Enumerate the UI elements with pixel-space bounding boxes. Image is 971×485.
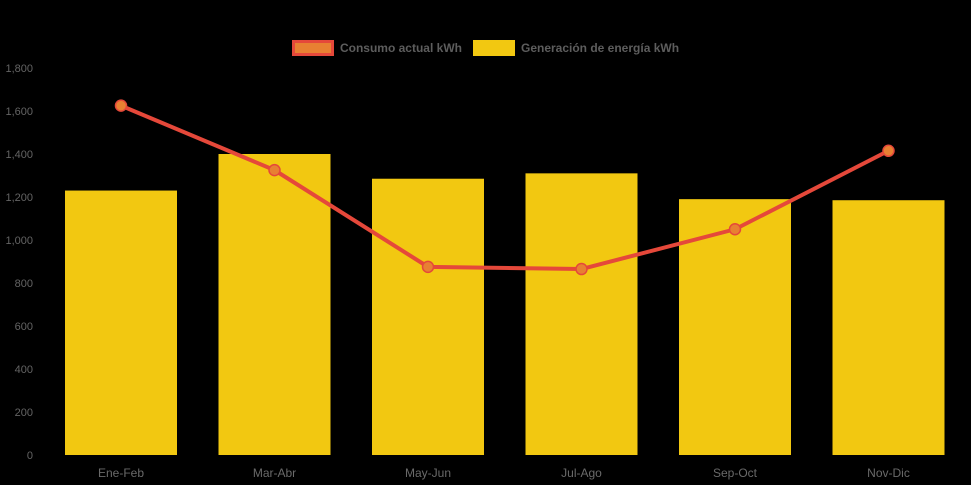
y-axis-tick-600: 600 (15, 321, 33, 333)
legend-swatch-consumo-actual (291, 40, 334, 56)
point-Mar-Abr[interactable] (268, 163, 281, 177)
y-axis-tick-800: 800 (15, 278, 33, 290)
y-axis-tick-200: 200 (15, 407, 33, 419)
y-axis-tick-0: 0 (27, 450, 33, 462)
bar-Ene-Feb[interactable] (65, 190, 177, 456)
point-Sep-Oct[interactable] (728, 223, 742, 236)
point-Nov-Dic[interactable] (882, 144, 895, 158)
y-axis-tick-400: 400 (15, 364, 33, 376)
y-axis-tick-1,400: 1,400 (5, 149, 33, 161)
bar-Nov-Dic[interactable] (832, 200, 945, 455)
bar-May-Jun[interactable] (372, 178, 484, 455)
y-axis-tick-1,800: 1,800 (5, 63, 33, 75)
y-axis-tick-1,000: 1,000 (5, 235, 33, 247)
y-axis-tick-1,600: 1,600 (5, 106, 33, 118)
x-axis-tick-Mar-Abr: Mar-Abr (253, 466, 296, 480)
legend-item-consumo-actual[interactable]: Consumo actual kWh (291, 40, 462, 56)
x-axis-tick-Ene-Feb: Ene-Feb (98, 466, 144, 480)
bar-Mar-Abr[interactable] (218, 154, 331, 455)
legend-label-consumo-actual: Consumo actual kWh (339, 41, 462, 55)
y-axis-tick-1,200: 1,200 (5, 192, 33, 204)
bar-Jul-Ago[interactable] (525, 173, 638, 455)
x-axis-tick-May-Jun: May-Jun (405, 466, 451, 480)
legend-swatch-generacion-energia (472, 40, 515, 56)
x-axis-tick-Jul-Ago: Jul-Ago (561, 466, 602, 480)
legend: Consumo actual kWh Generación de energía… (0, 40, 971, 56)
legend-item-generacion-energia[interactable]: Generación de energía kWh (472, 40, 680, 56)
point-Jul-Ago[interactable] (575, 262, 588, 276)
x-axis-tick-Nov-Dic: Nov-Dic (867, 466, 910, 480)
legend-label-generacion-energia: Generación de energía kWh (520, 41, 680, 55)
line-consumo-actual (120, 103, 890, 272)
bar-Sep-Oct[interactable] (679, 199, 791, 455)
x-axis-tick-Sep-Oct: Sep-Oct (713, 466, 758, 480)
point-Ene-Feb[interactable] (114, 99, 128, 112)
point-May-Jun[interactable] (421, 260, 435, 274)
